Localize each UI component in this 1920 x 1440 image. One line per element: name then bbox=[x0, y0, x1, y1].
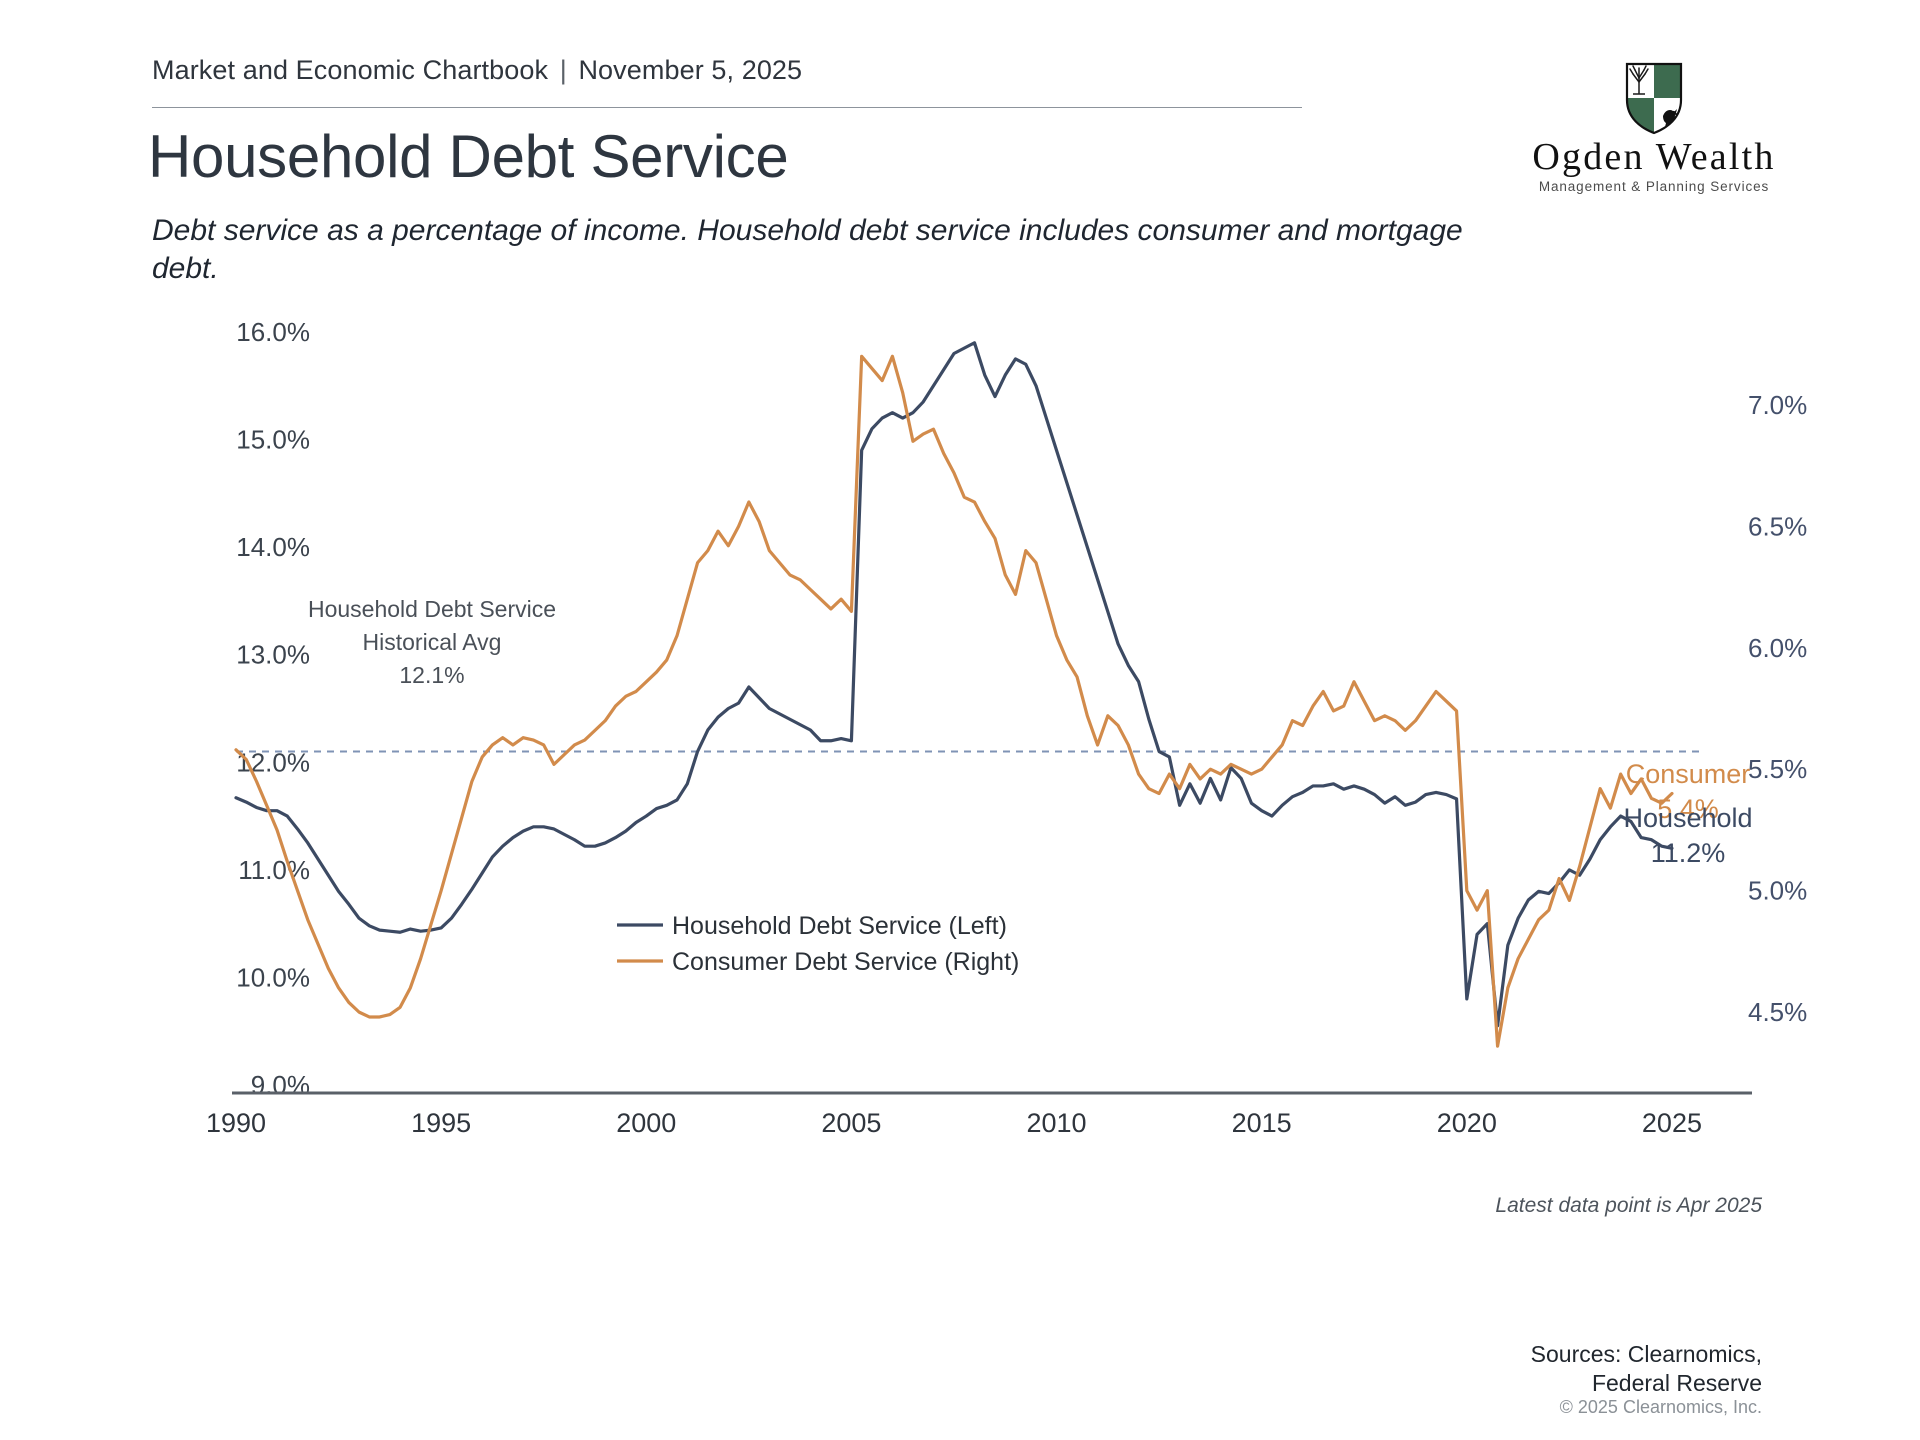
left-axis-tick: 11.0% bbox=[238, 855, 310, 885]
right-axis-tick: 5.0% bbox=[1748, 876, 1807, 906]
x-axis-tick-labels: 1990 1995 2000 2005 2010 2015 2020 2025 bbox=[206, 1108, 1702, 1138]
end-label-household-name: Household bbox=[1623, 803, 1752, 833]
page-subtitle: Debt service as a percentage of income. … bbox=[152, 214, 1463, 286]
header-divider bbox=[152, 107, 1302, 108]
right-axis-tick: 6.5% bbox=[1748, 511, 1807, 541]
sources-line-1: Sources: Clearnomics, bbox=[1530, 1341, 1762, 1367]
avg-annotation-value: 12.1% bbox=[399, 662, 464, 688]
logo-wordmark: Ogden Wealth bbox=[1532, 136, 1776, 178]
shield-crest-icon bbox=[1625, 62, 1683, 135]
right-axis-tick: 6.0% bbox=[1748, 633, 1807, 663]
page-title: Household Debt Service bbox=[148, 123, 789, 190]
right-axis-tick: 4.5% bbox=[1748, 997, 1807, 1027]
consumer-debt-service-line bbox=[234, 354, 1674, 1048]
left-axis-tick: 10.0% bbox=[236, 962, 310, 992]
x-axis-tick: 1990 bbox=[206, 1108, 266, 1138]
left-axis-tick: 9.0% bbox=[251, 1070, 310, 1100]
x-axis-tick: 2000 bbox=[616, 1108, 676, 1138]
sources-block: Sources: Clearnomics, Federal Reserve bbox=[1531, 1340, 1762, 1398]
sources-line-2: Federal Reserve bbox=[1591, 1369, 1762, 1396]
copyright-note: © 2025 Clearnomics, Inc. bbox=[1559, 1397, 1762, 1417]
x-axis-tick: 1995 bbox=[411, 1108, 471, 1138]
avg-annotation-line2: Historical Avg bbox=[363, 629, 502, 655]
end-label-household-value: 11.2% bbox=[1651, 838, 1726, 868]
left-axis-tick-labels: 9.0% 10.0% 11.0% 12.0% 13.0% 14.0% 15.0% 16.0% bbox=[236, 317, 310, 1100]
left-axis-tick: 14.0% bbox=[236, 532, 310, 562]
x-axis-tick: 2010 bbox=[1027, 1108, 1087, 1138]
x-axis-tick: 2005 bbox=[821, 1108, 881, 1138]
brand-logo: Ogden Wealth Management & Planning Servi… bbox=[1494, 60, 1814, 194]
chartbook-kicker: Market and Economic Chartbook | November… bbox=[152, 55, 802, 86]
kicker-prefix: Market and Economic Chartbook bbox=[152, 55, 549, 85]
end-label-consumer-name: Consumer bbox=[1626, 759, 1751, 789]
left-axis-tick: 12.0% bbox=[236, 747, 310, 777]
kicker-separator: | bbox=[559, 55, 567, 85]
legend-label-consumer: Consumer Debt Service (Right) bbox=[672, 948, 1019, 976]
logo-tagline: Management & Planning Services bbox=[1538, 179, 1770, 194]
left-axis-tick: 13.0% bbox=[236, 640, 310, 670]
right-axis-tick: 5.5% bbox=[1748, 754, 1807, 784]
left-axis-tick: 16.0% bbox=[236, 317, 310, 347]
x-axis-tick: 2020 bbox=[1437, 1108, 1497, 1138]
left-axis-tick: 15.0% bbox=[236, 425, 310, 455]
x-axis-tick: 2015 bbox=[1232, 1108, 1292, 1138]
chart-legend: Household Debt Service (Left) Consumer D… bbox=[617, 912, 1019, 976]
right-axis-tick: 7.0% bbox=[1748, 390, 1807, 420]
end-label-consumer-value: 5.4% bbox=[1657, 794, 1719, 824]
latest-data-note: Latest data point is Apr 2025 bbox=[1495, 1194, 1762, 1217]
avg-annotation-line1: Household Debt Service bbox=[308, 596, 556, 622]
x-axis-tick: 2025 bbox=[1642, 1108, 1702, 1138]
household-debt-service-line bbox=[234, 341, 1674, 1028]
legend-label-household: Household Debt Service (Left) bbox=[672, 912, 1007, 940]
kicker-date: November 5, 2025 bbox=[578, 55, 803, 85]
right-axis-tick-labels: 4.5% 5.0% 5.5% 6.0% 6.5% 7.0% bbox=[1748, 390, 1807, 1027]
